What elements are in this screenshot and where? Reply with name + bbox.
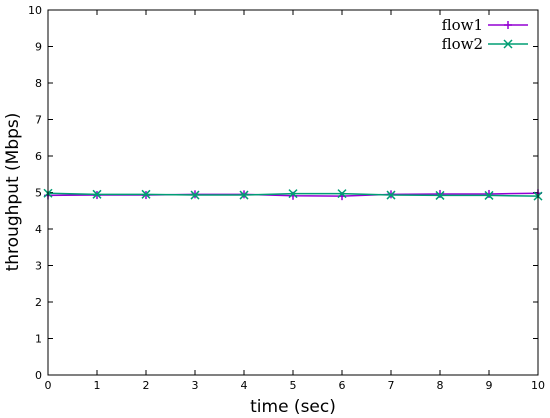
data-point-flow1 bbox=[485, 189, 493, 198]
data-point-flow2-d2 bbox=[386, 190, 396, 200]
data-point-flow2-d2 bbox=[239, 190, 249, 200]
data-point-flow2-d2 bbox=[337, 189, 347, 199]
y-tick-label: 3 bbox=[35, 260, 42, 273]
legend-marker-flow2-d2 bbox=[503, 39, 513, 49]
y-tick-label: 2 bbox=[35, 296, 42, 309]
y-axis-ticks: 0 1 2 3 4 5 6 7 8 9 10 bbox=[28, 4, 538, 382]
x-tick-label: 7 bbox=[388, 379, 395, 392]
series-flow2 bbox=[43, 188, 543, 201]
data-point-flow2 bbox=[386, 190, 396, 200]
x-axis-label: time (sec) bbox=[250, 397, 336, 417]
data-point-flow2-d2 bbox=[435, 190, 445, 200]
x-axis-ticks: 0 1 2 3 4 5 6 7 8 9 10 bbox=[45, 10, 545, 392]
legend-label-flow1: flow1 bbox=[442, 16, 483, 34]
x-tick-label: 2 bbox=[143, 379, 150, 392]
data-point-flow2-d2 bbox=[190, 190, 200, 200]
data-point-flow2-d2 bbox=[288, 189, 298, 199]
x-tick-label: 0 bbox=[45, 379, 52, 392]
x-tick-label: 3 bbox=[192, 379, 199, 392]
x-tick-label: 1 bbox=[94, 379, 101, 392]
data-point-flow2 bbox=[190, 190, 200, 200]
data-point-flow2 bbox=[288, 189, 298, 199]
legend-label-flow2: flow2 bbox=[442, 35, 483, 53]
x-tick-label: 9 bbox=[486, 379, 493, 392]
x-tick-label: 6 bbox=[339, 379, 346, 392]
y-tick-label: 7 bbox=[35, 114, 42, 127]
data-point-flow2 bbox=[141, 189, 151, 199]
data-point-flow2-d2 bbox=[484, 190, 494, 200]
x-tick-label: 5 bbox=[290, 379, 297, 392]
y-tick-label: 9 bbox=[35, 41, 42, 54]
legend-marker-flow1 bbox=[504, 21, 512, 29]
y-tick-label: 5 bbox=[35, 187, 42, 200]
data-point-flow1 bbox=[436, 189, 444, 198]
y-tick-label: 1 bbox=[35, 333, 42, 346]
plot-series bbox=[43, 188, 543, 201]
x-tick-label: 10 bbox=[531, 379, 545, 392]
y-tick-label: 6 bbox=[35, 150, 42, 163]
data-point-flow2-d2 bbox=[141, 189, 151, 199]
data-point-flow2 bbox=[239, 190, 249, 200]
y-tick-label: 10 bbox=[28, 4, 42, 17]
data-point-flow2 bbox=[337, 189, 347, 199]
legend-marker-flow2 bbox=[503, 39, 513, 49]
plot-frame bbox=[47, 9, 539, 376]
x-tick-label: 8 bbox=[437, 379, 444, 392]
y-axis-label: throughput (Mbps) bbox=[3, 113, 23, 272]
y-tick-label: 4 bbox=[35, 223, 42, 236]
x-tick-label: 4 bbox=[241, 379, 248, 392]
y-tick-label: 8 bbox=[35, 77, 42, 90]
data-point-flow2 bbox=[435, 190, 445, 200]
data-point-flow2-d2 bbox=[92, 189, 102, 199]
data-point-flow2 bbox=[92, 189, 102, 199]
data-point-flow2 bbox=[484, 190, 494, 200]
y-tick-label: 0 bbox=[35, 369, 42, 382]
